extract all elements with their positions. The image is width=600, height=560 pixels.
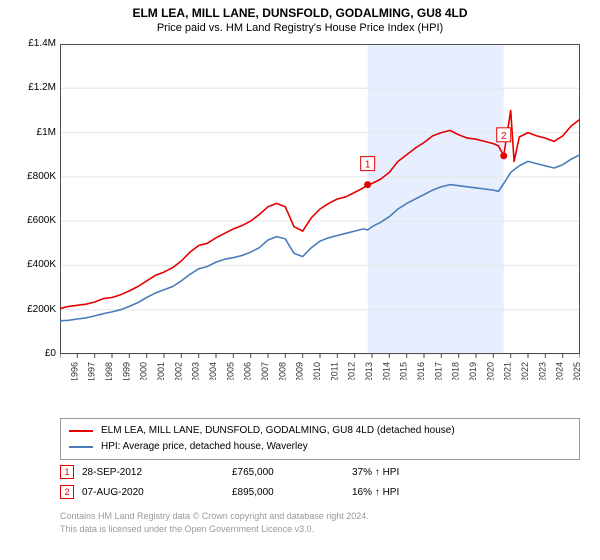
- x-axis-label: 2007: [260, 362, 270, 380]
- x-axis-label: 1996: [69, 362, 79, 380]
- marker-date: 07-AUG-2020: [82, 487, 232, 498]
- x-axis-label: 1999: [121, 362, 131, 380]
- x-axis-label: 2021: [503, 362, 513, 380]
- x-axis-label: 2024: [555, 362, 565, 380]
- legend-label: HPI: Average price, detached house, Wave…: [101, 439, 308, 455]
- marker-price: £895,000: [232, 487, 352, 498]
- x-axis-label: 2018: [451, 362, 461, 380]
- y-axis-label: £1.4M: [6, 38, 56, 49]
- legend-label: ELM LEA, MILL LANE, DUNSFOLD, GODALMING,…: [101, 423, 455, 439]
- x-axis-label: 2011: [329, 362, 339, 380]
- y-axis-label: £1M: [6, 127, 56, 138]
- marker-table-row: 2 07-AUG-2020£895,00016% ↑ HPI: [60, 482, 580, 502]
- legend-row: HPI: Average price, detached house, Wave…: [69, 439, 571, 455]
- y-axis-label: £0: [6, 348, 56, 359]
- chart-title: ELM LEA, MILL LANE, DUNSFOLD, GODALMING,…: [0, 0, 600, 20]
- legend-row: ELM LEA, MILL LANE, DUNSFOLD, GODALMING,…: [69, 423, 571, 439]
- x-axis-label: 2012: [347, 362, 357, 380]
- y-axis-label: £1.2M: [6, 82, 56, 93]
- x-axis-label: 2022: [520, 362, 530, 380]
- legend-swatch: [69, 446, 93, 448]
- x-axis-label: 2025: [572, 362, 580, 380]
- marker-flag-2: 2: [501, 131, 507, 142]
- x-axis-label: 1995: [60, 362, 62, 380]
- x-axis-label: 2023: [537, 362, 547, 380]
- x-axis-label: 2001: [156, 362, 166, 380]
- x-axis-label: 2006: [243, 362, 253, 380]
- x-axis-label: 2015: [399, 362, 409, 380]
- x-axis-label: 2019: [468, 362, 478, 380]
- footer-line-1: Contains HM Land Registry data © Crown c…: [60, 510, 580, 523]
- marker-table-row: 1 28-SEP-2012£765,00037% ↑ HPI: [60, 462, 580, 482]
- x-axis-label: 2013: [364, 362, 374, 380]
- legend-box: ELM LEA, MILL LANE, DUNSFOLD, GODALMING,…: [60, 418, 580, 460]
- chart-plot: 1995 1996 1997 1998 1999 2000 2001 2002 2003 2004…: [60, 44, 580, 380]
- markers-table: 1 28-SEP-2012£765,00037% ↑ HPI 2 07-AUG-202…: [60, 462, 580, 502]
- x-axis-label: 2002: [173, 362, 183, 380]
- chart-subtitle: Price paid vs. HM Land Registry's House …: [0, 20, 600, 38]
- y-axis-label: £400K: [6, 259, 56, 270]
- footer-text: Contains HM Land Registry data © Crown c…: [60, 510, 580, 535]
- x-axis-label: 2008: [277, 362, 287, 380]
- x-axis-label: 2009: [295, 362, 305, 380]
- x-axis-label: 1997: [87, 362, 97, 380]
- marker-date: 28-SEP-2012: [82, 467, 232, 478]
- marker-badge: 1: [60, 465, 74, 479]
- marker-pct: 16% ↑ HPI: [352, 487, 580, 498]
- footer-line-2: This data is licensed under the Open Gov…: [60, 523, 580, 536]
- marker-pct: 37% ↑ HPI: [352, 467, 580, 478]
- x-axis-label: 2004: [208, 362, 218, 380]
- x-axis-label: 2000: [139, 362, 149, 380]
- marker-dot-1: [364, 181, 371, 188]
- x-axis-label: 1998: [104, 362, 114, 380]
- x-axis-label: 2020: [485, 362, 495, 380]
- x-axis-label: 2017: [433, 362, 443, 380]
- marker-flag-1: 1: [365, 160, 371, 171]
- x-axis-label: 2005: [225, 362, 235, 380]
- x-axis-label: 2016: [416, 362, 426, 380]
- y-axis-label: £800K: [6, 171, 56, 182]
- y-axis-label: £200K: [6, 304, 56, 315]
- y-axis-label: £600K: [6, 215, 56, 226]
- x-axis-label: 2010: [312, 362, 322, 380]
- x-axis-label: 2003: [191, 362, 201, 380]
- marker-badge: 2: [60, 485, 74, 499]
- x-axis-label: 2014: [381, 362, 391, 380]
- marker-price: £765,000: [232, 467, 352, 478]
- legend-swatch: [69, 430, 93, 432]
- marker-dot-2: [500, 152, 507, 159]
